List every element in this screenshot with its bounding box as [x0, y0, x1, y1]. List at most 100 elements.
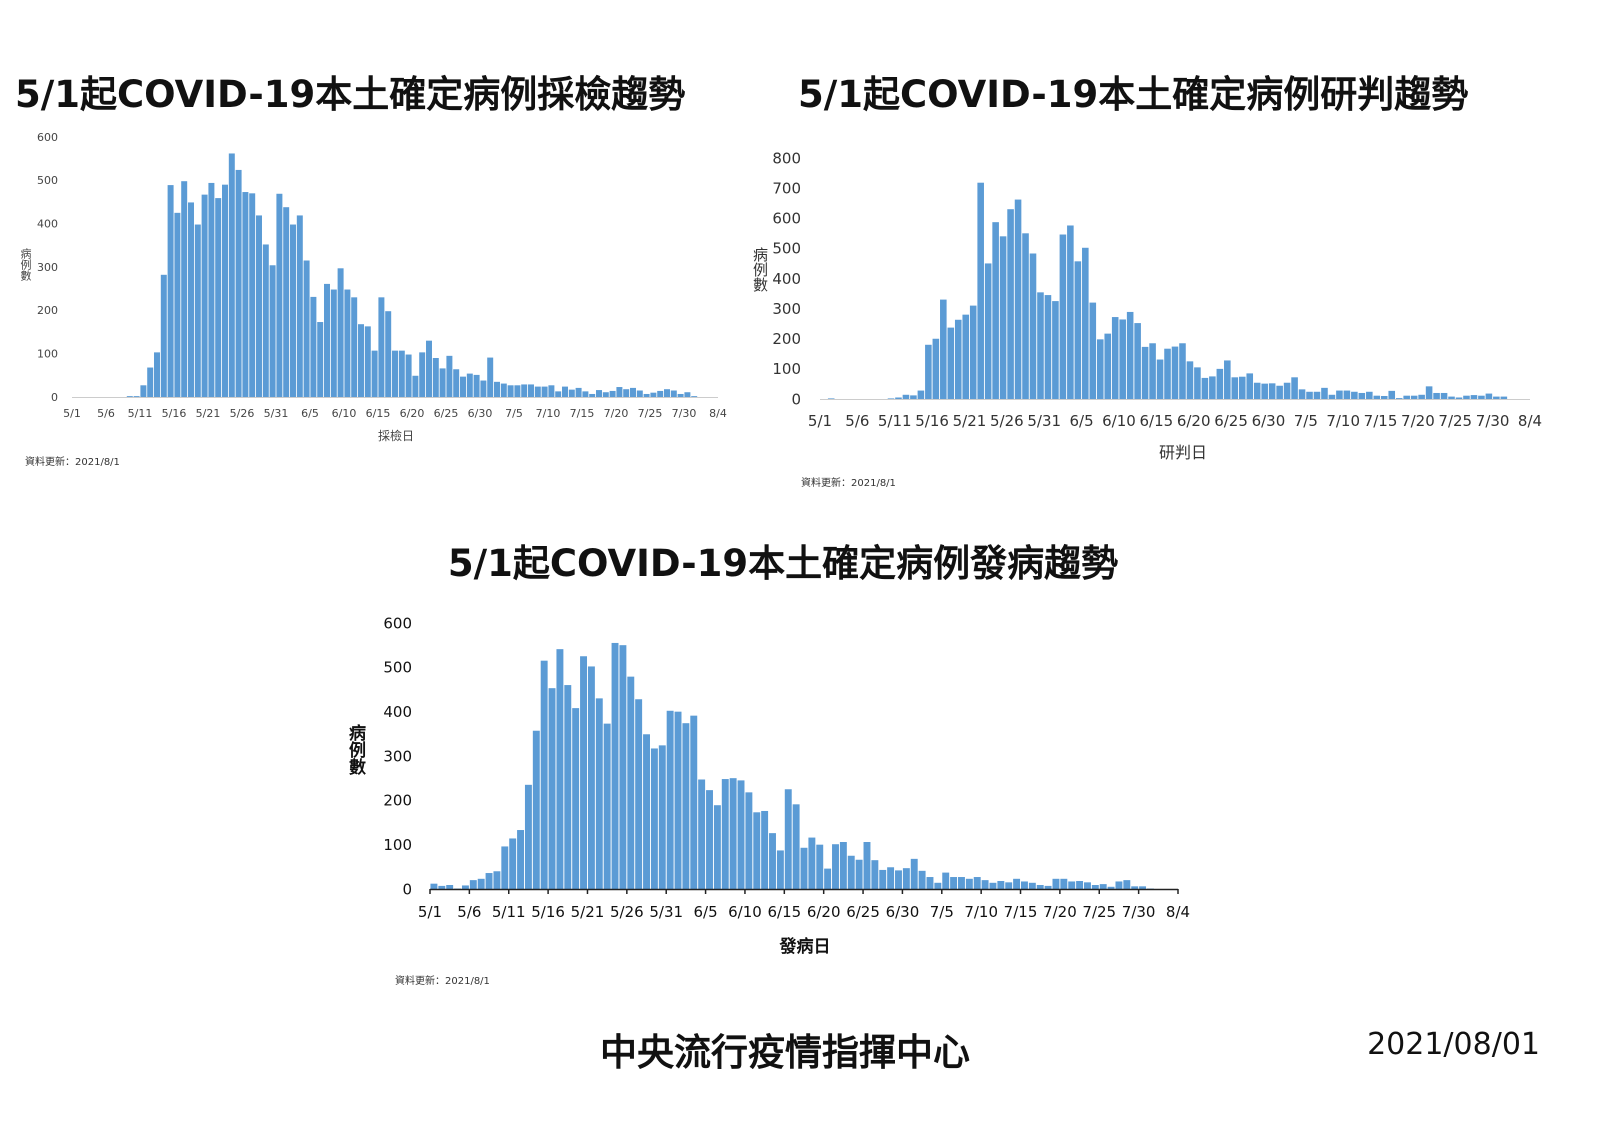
bar: [1059, 234, 1067, 399]
y-tick-label: 0: [791, 390, 801, 408]
bar: [1231, 377, 1239, 399]
x-tick-label: 7/5: [930, 903, 954, 921]
x-tick-label: 8/4: [1166, 903, 1190, 921]
bar: [1007, 209, 1014, 399]
bar: [1478, 395, 1485, 399]
bar: [1149, 343, 1156, 399]
bar: [466, 373, 473, 397]
bar: [1455, 397, 1463, 399]
x-tick-label: 6/25: [846, 903, 880, 921]
bar: [800, 847, 808, 889]
bar: [1141, 346, 1149, 399]
bar: [729, 778, 737, 889]
bar: [405, 354, 412, 397]
x-tick-label: 6/25: [1214, 412, 1248, 430]
x-tick-label: 6/15: [767, 903, 801, 921]
y-tick-label: 600: [383, 614, 412, 632]
bar: [769, 833, 776, 889]
bar: [1306, 391, 1313, 399]
bar: [623, 389, 630, 397]
bar: [269, 265, 276, 397]
y-tick-label: 0: [51, 391, 58, 404]
bar: [351, 297, 358, 397]
bar: [469, 880, 477, 889]
bar: [902, 868, 910, 889]
bar: [1418, 394, 1425, 399]
bar: [514, 385, 521, 397]
bar: [446, 355, 453, 397]
bar: [485, 873, 493, 889]
bar: [827, 398, 835, 399]
bar: [1052, 878, 1060, 889]
x-tick-label: 5/1: [808, 412, 832, 430]
bar: [461, 885, 469, 889]
bar: [1209, 376, 1216, 399]
bar: [887, 867, 895, 889]
bar: [1020, 881, 1028, 889]
x-tick-label: 6/5: [301, 407, 319, 420]
x-tick-label: 6/10: [728, 903, 762, 921]
x-tick-label: 6/30: [886, 903, 920, 921]
x-tick-label: 5/16: [531, 903, 565, 921]
bar: [753, 812, 761, 889]
bar: [1403, 395, 1410, 399]
bar: [480, 380, 487, 397]
bar: [296, 215, 303, 397]
bar: [1343, 390, 1351, 399]
bar: [256, 215, 262, 397]
bar: [627, 676, 635, 889]
x-tick-label: 5/16: [162, 407, 187, 420]
bar: [228, 153, 235, 397]
bar: [879, 869, 887, 889]
y-axis-title: 病例數: [345, 724, 365, 775]
x-tick-label: 5/26: [990, 412, 1024, 430]
update-note: 資料更新：2021/8/1: [395, 976, 490, 987]
bar: [477, 878, 485, 889]
bar: [430, 883, 438, 889]
bar: [1156, 359, 1164, 399]
bar: [242, 192, 249, 397]
x-tick-label: 7/15: [1004, 903, 1038, 921]
bar: [684, 392, 691, 397]
y-axis-title: 病例數: [751, 247, 769, 292]
x-tick-label: 5/31: [1027, 412, 1061, 430]
x-tick-label: 5/11: [128, 407, 153, 420]
bar: [283, 207, 290, 397]
bar: [181, 181, 188, 397]
bar: [1119, 319, 1126, 399]
bar: [999, 236, 1007, 399]
bar: [1164, 348, 1171, 399]
x-tick-label: 7/10: [1326, 412, 1360, 430]
bar: [568, 389, 575, 397]
bar: [910, 395, 917, 399]
bar: [1216, 368, 1224, 399]
x-tick-label: 5/11: [878, 412, 912, 430]
bar: [534, 386, 541, 397]
bar: [426, 340, 432, 397]
y-tick-label: 300: [772, 300, 801, 318]
y-tick-label: 800: [772, 149, 801, 167]
bar: [682, 723, 690, 889]
bar: [222, 184, 228, 397]
bar: [816, 844, 824, 889]
bar: [1291, 377, 1298, 399]
bar: [958, 877, 965, 889]
bar: [507, 385, 514, 397]
bar: [1139, 886, 1147, 889]
bar: [262, 244, 269, 397]
bar: [290, 224, 296, 397]
bar: [940, 299, 947, 399]
bar: [344, 289, 351, 397]
y-tick-label: 0: [402, 880, 412, 898]
bar: [721, 779, 729, 889]
y-tick-label: 100: [383, 836, 412, 854]
bar: [385, 311, 392, 397]
bar: [1328, 394, 1336, 399]
x-tick-label: 5/16: [915, 412, 949, 430]
bar: [1366, 391, 1373, 399]
bar: [650, 748, 658, 889]
bar: [1276, 385, 1283, 399]
bar: [950, 877, 958, 889]
bar: [487, 357, 494, 397]
bar: [1044, 885, 1052, 889]
